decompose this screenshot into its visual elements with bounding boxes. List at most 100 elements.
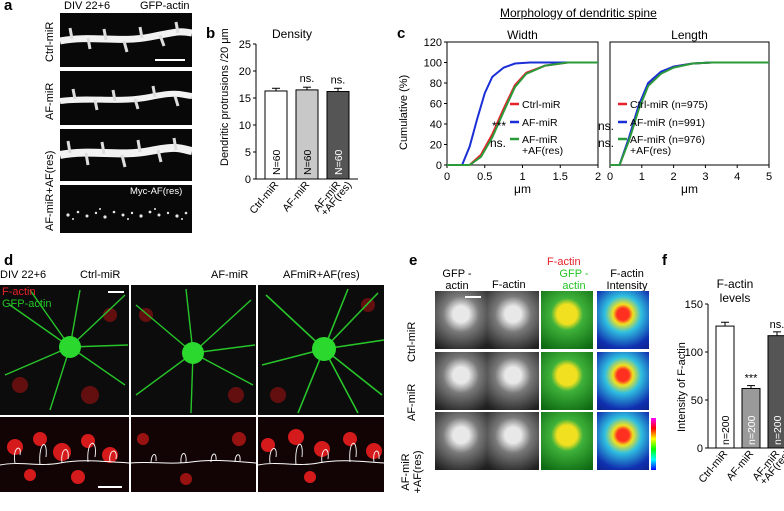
panel-e-image-factin-2 [487,412,539,470]
dendrite-zoom-afres [258,417,384,492]
panel-e-image-merge-1 [541,352,593,410]
panel-d-col-afmir: AF-miR [211,269,249,281]
c-width-legend-label: +AF(res) [522,145,563,157]
panel-e-label: e [409,252,418,269]
panel-e-image-factin-0 [487,291,539,349]
panel-e-image-intensity-1 [597,352,649,410]
panel-d-label: d [4,252,14,269]
b-xtick-label: AF-miR [280,179,312,214]
b-bar [326,91,350,180]
channel-gfp: GFP-actin [2,298,52,310]
c-width-sig: ns. [490,136,506,150]
panel-e-col-factin: F-actin [492,279,526,291]
row-label-afres: AF-miR+AF(res) [44,150,56,231]
c-length-xlabel: μm [681,182,698,196]
channel-factin: F-actin [2,286,36,298]
b-ytick-label: 5 [245,147,251,159]
f-n-label: n=200 [720,415,732,445]
panel-d-col-afres: AFmiR+AF(res) [283,269,360,281]
panel-a-label: a [4,0,13,14]
f-ytick-label: 150 [685,300,703,311]
c-width-series-line [447,61,598,166]
c-ytick-label: 120 [424,37,442,49]
c-width-xtick-label: 2 [595,171,601,183]
c-width-legend-label: AF-miR [522,134,558,146]
c-length-xtick-label: 4 [734,171,740,183]
myc-label: Myc-AF(res) [130,186,183,197]
b-n-label: N=60 [302,149,314,175]
panel-e-image-merge-0 [541,291,593,349]
panel-e-col-gfp: GFP -actin [442,268,472,292]
b-ytick-label: 0 [245,174,251,186]
b-ytick-label: 20 [239,66,251,78]
micrograph-a-ctrl [60,13,192,67]
c-length-xtick-label: 2 [671,171,677,183]
density-chart: 0 5 10 15 20 25 N=60 Ctrl-miR N=60 ns. AF-miR N=60 n… [239,39,358,218]
b-n-label: N=60 [271,149,283,175]
c-width-xtick-label: 1 [519,171,525,183]
panel-a-gfp-header: GFP-actin [140,0,190,12]
b-sig: ns. [300,73,315,85]
panel-a-div-header: DIV 22+6 [64,0,111,12]
c-length-title: Length [671,30,708,42]
f-sig: ns. [770,319,784,331]
b-ytick-label: 10 [239,120,251,132]
c-ytick-label: 40 [430,119,442,131]
panel-e-row-afres: AF-miR +AF(res) [400,450,424,494]
panel-e-image-merge-2 [541,412,593,470]
b-xtick-label: Ctrl-miR [247,179,281,217]
c-width-xtick-label: 0 [444,171,450,183]
panel-b-label: b [206,25,216,42]
panel-e-col-intensity: F-actin Intensity [606,268,648,292]
row-label-ctrl: Ctrl-miR [44,21,56,62]
factin-chart: 050100150n=200Ctrl-miRn=200***AF-miRn=20… [685,300,784,487]
micrograph-a-afres [60,129,192,181]
panel-c-label: c [397,25,406,42]
f-ytick-label: 50 [691,395,703,407]
f-n-label: n=200 [746,415,758,445]
panel-d-col-ctrl: Ctrl-miR [80,269,121,281]
c-length-sig: ns. [598,136,614,150]
c-width-legend-label: Ctrl-miR [522,99,561,111]
panel-e-image-gfp-0 [435,291,487,349]
b-sig: ns. [331,75,346,87]
c-ytick-label: 80 [430,78,442,90]
c-length-legend-label: +AF(res) [630,145,671,157]
c-length-sig: ns. [598,119,614,133]
intensity-colorbar [651,418,656,470]
scale-bar [108,291,124,293]
f-bar [741,387,761,449]
c-width-series-line [447,61,598,166]
c-length-xtick-label: 1 [639,171,645,183]
panel-d-header: DIV 22+6 [0,269,47,281]
c-width-title: Width [507,30,538,42]
neuron-image-ctrl: F-actin GFP-actin [0,285,129,415]
micrograph-a-afmir [60,71,192,125]
c-length-legend-label: Ctrl-miR (n=975) [630,99,708,111]
panel-e-image-gfp-1 [435,352,487,410]
f-sig: *** [745,373,759,385]
c-ytick-label: 100 [424,58,442,70]
f-ytick-label: 0 [697,443,703,455]
panel-e-col-merge-red: F-actin [547,256,581,268]
c-width-xlabel: μm [514,182,531,196]
panel-e-scale-bar [465,296,481,298]
panel-f-label: f [662,252,667,269]
c-width-sig: *** [492,119,506,133]
panel-e-image-gfp-2 [435,412,487,470]
c-length-series-line [610,61,769,166]
panel-e-row-ctrl: Ctrl-miR [406,321,418,362]
panel-b-title: Density [272,27,313,41]
b-n-label: N=60 [333,149,345,175]
f-ytick-label: 100 [685,347,703,359]
micrograph-a-myc: Myc-AF(res) [60,185,192,233]
c-length-legend-label: AF-miR (n=976) [630,134,705,146]
b-ytick-label: 15 [239,93,251,105]
c-ytick-label: 0 [436,160,442,172]
row-label-afmir: AF-miR [44,82,56,120]
neuron-image-afmir [131,285,256,415]
dendrite-zoom-afmir [131,417,256,492]
c-length-xtick-label: 5 [766,171,772,183]
panel-c-ylabel: Cumulative (%) [398,74,410,150]
